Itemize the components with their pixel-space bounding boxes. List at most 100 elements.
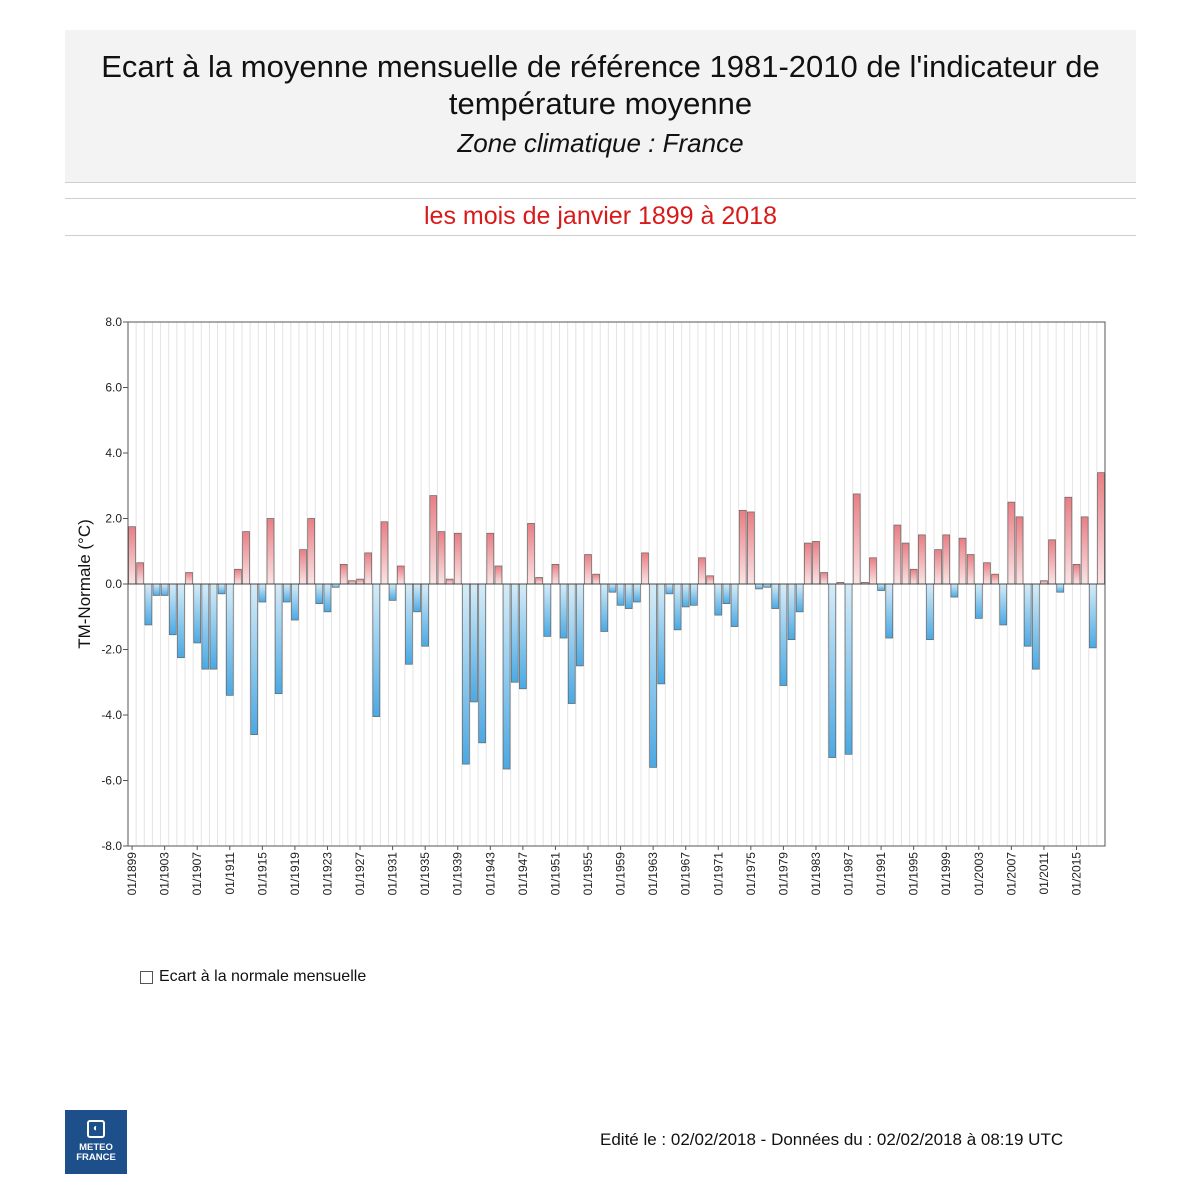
data-bar — [722, 583, 731, 604]
data-bar — [1031, 583, 1040, 670]
legend[interactable]: Ecart à la normale mensuelle — [140, 968, 366, 986]
x-tick-label: 01/1907 — [190, 852, 204, 896]
data-bar — [478, 583, 486, 744]
plot-frame — [127, 321, 1106, 847]
y-tick-label: 6.0 — [105, 381, 122, 395]
x-tick-label: 01/2011 — [1037, 852, 1051, 895]
data-bar — [551, 563, 560, 585]
data-bar — [966, 554, 975, 585]
x-tick-label: 01/1971 — [711, 852, 725, 896]
data-bar — [510, 583, 519, 683]
x-tick-label: 01/1919 — [288, 852, 302, 896]
x-tick-label: 01/1975 — [744, 852, 758, 896]
x-tick-label: 01/1927 — [353, 852, 367, 896]
data-bar — [926, 583, 934, 641]
data-bar — [600, 583, 609, 632]
data-bar — [1080, 516, 1089, 585]
data-bar — [519, 583, 527, 690]
data-bar — [567, 583, 576, 704]
x-tick-label: 01/2007 — [1004, 852, 1018, 896]
data-bar — [234, 568, 242, 585]
x-tick-label: 01/1967 — [679, 852, 693, 896]
data-bar — [624, 583, 633, 609]
data-bar — [543, 583, 552, 637]
x-tick-label: 01/1935 — [418, 852, 432, 896]
x-tick-label: 01/1943 — [483, 852, 497, 896]
data-bar — [307, 518, 316, 585]
data-bar — [388, 583, 397, 601]
data-bar — [934, 549, 942, 585]
data-bar — [1007, 501, 1016, 585]
y-tick-label: 4.0 — [105, 446, 122, 460]
data-bar — [437, 531, 446, 585]
data-bar — [470, 583, 478, 703]
x-tick-label: 01/1999 — [939, 852, 953, 896]
x-tick-label: 01/1963 — [646, 852, 660, 896]
legend-checkbox-icon[interactable] — [140, 970, 153, 984]
data-bar — [429, 495, 438, 585]
y-tick-label: -8.0 — [101, 839, 122, 853]
data-bar — [177, 583, 185, 659]
y-tick-label: -6.0 — [101, 774, 122, 788]
data-bar — [209, 583, 218, 670]
data-bar — [787, 583, 796, 641]
meteo-france-logo: ◐ METEO FRANCE — [65, 1110, 127, 1174]
data-bar — [681, 583, 690, 608]
x-tick-label: 01/1983 — [809, 852, 823, 896]
data-bar — [673, 583, 682, 631]
data-bar — [421, 583, 429, 647]
logo-mark-icon: ◐ — [87, 1120, 105, 1138]
data-bar — [592, 573, 600, 585]
data-bar — [1015, 516, 1024, 585]
data-bar — [152, 583, 161, 596]
data-bar — [1064, 496, 1073, 585]
x-tick-label: 01/1951 — [548, 852, 562, 896]
x-tick-label: 01/1899 — [125, 852, 139, 896]
edition-info: Edité le : 02/02/2018 - Données du : 02/… — [600, 1130, 1064, 1149]
data-bar — [616, 583, 625, 606]
data-bar — [502, 583, 511, 770]
data-bar — [844, 583, 853, 755]
data-bar — [779, 583, 788, 686]
data-bar — [942, 534, 951, 585]
data-bar — [339, 563, 348, 585]
data-bar — [1072, 563, 1081, 585]
chart-title: Ecart à la moyenne mensuelle de référenc… — [101, 49, 1100, 121]
data-bar — [747, 511, 755, 585]
data-bar — [804, 542, 812, 585]
logo-text-line1: METEO — [79, 1142, 113, 1153]
data-bar — [771, 583, 780, 609]
data-bar — [535, 577, 543, 585]
logo-text-line2: FRANCE — [76, 1152, 116, 1163]
data-bar — [405, 583, 413, 665]
data-bar — [917, 534, 926, 585]
data-bar — [877, 583, 885, 591]
data-bar — [315, 583, 324, 604]
data-bar — [1056, 583, 1065, 593]
data-bar — [185, 572, 193, 585]
data-bar — [869, 557, 877, 585]
data-bar — [128, 526, 136, 585]
data-bar — [250, 583, 259, 735]
data-bar — [201, 583, 210, 670]
data-bar — [706, 575, 714, 585]
period-subtitle: les mois de janvier 1899 à 2018 — [65, 198, 1136, 236]
data-bar — [242, 531, 250, 585]
data-bar — [413, 583, 421, 613]
data-bar — [698, 557, 706, 585]
data-bar — [380, 521, 389, 585]
x-tick-label: 01/2003 — [972, 852, 986, 896]
data-bar — [657, 583, 666, 685]
data-bar — [266, 518, 275, 585]
data-bar — [193, 583, 202, 644]
data-bar — [812, 541, 820, 585]
x-tick-label: 01/1955 — [581, 852, 595, 896]
x-tick-label: 01/2015 — [1070, 852, 1084, 896]
x-tick-label: 01/1915 — [255, 852, 269, 896]
data-bar — [755, 583, 763, 590]
data-bar — [1048, 539, 1056, 585]
data-bar — [1023, 583, 1032, 647]
data-bar — [665, 583, 674, 595]
data-bar — [494, 565, 503, 585]
data-bar — [974, 583, 983, 619]
